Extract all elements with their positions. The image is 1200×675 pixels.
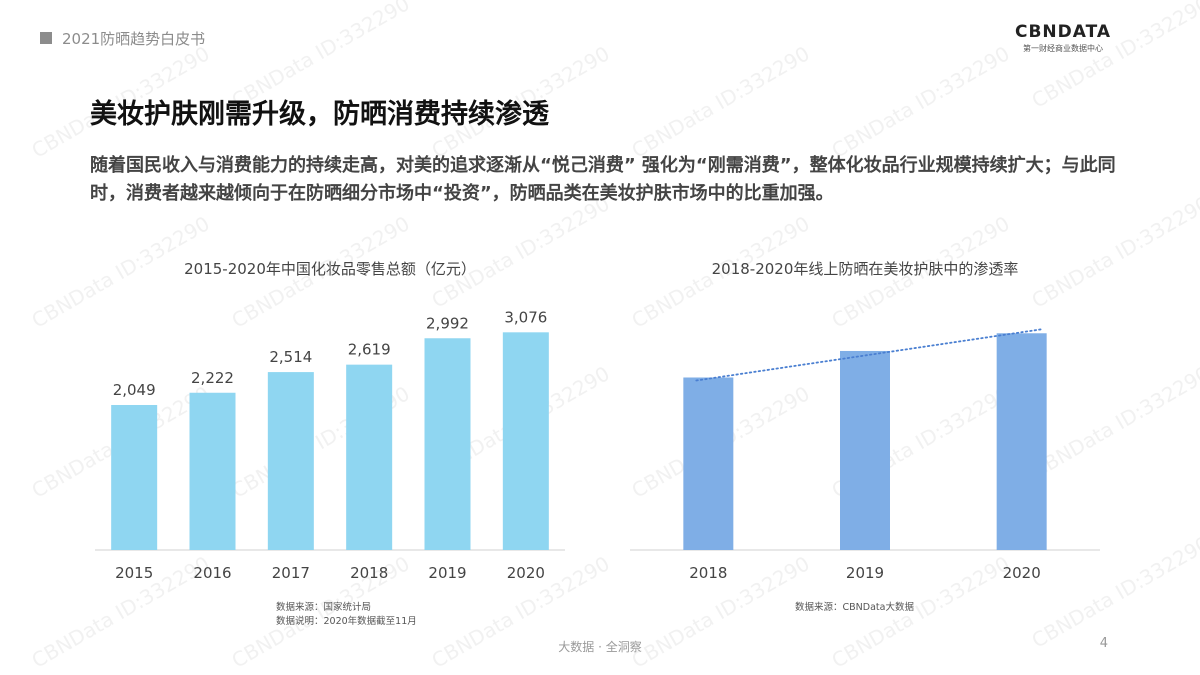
x-tick-label: 2019 xyxy=(428,564,466,582)
data-label: 3,076 xyxy=(504,308,547,326)
header-marker xyxy=(40,32,52,44)
chart-2-source-block: 数据来源：CBNData大数据 xyxy=(795,601,914,615)
footer-tagline: 大数据 · 全洞察 xyxy=(558,640,642,654)
bar-2019 xyxy=(840,350,890,550)
x-tick-label: 2018 xyxy=(689,564,727,582)
watermark-text: CBNData ID:332290 xyxy=(627,41,814,163)
page-description: 随着国民收入与消费能力的持续走高，对美的追求逐渐从“悦己消费” 强化为“刚需消费… xyxy=(90,155,1116,204)
watermark-text: CBNData ID:332290 xyxy=(827,41,1014,163)
bar-2020 xyxy=(996,333,1047,550)
report-title: 2021防晒趋势白皮书 xyxy=(62,30,206,48)
data-label: 2,992 xyxy=(426,314,469,332)
bar-2018 xyxy=(683,377,734,550)
chart-2-source: 数据来源：CBNData大数据 xyxy=(795,602,914,613)
data-label: 2,619 xyxy=(348,341,391,359)
bar-2020 xyxy=(502,332,549,550)
watermark-text: CBNData ID:332290 xyxy=(1027,0,1200,113)
logo-text: CBNDATA xyxy=(1014,22,1112,42)
chart-2-title: 2018-2020年线上防晒在美妆护肤中的渗透率 xyxy=(711,260,1019,278)
bar-2015 xyxy=(111,404,158,550)
bar-2018 xyxy=(346,364,393,550)
penetration-bar-chart: 2018 2019 2020 xyxy=(630,328,1100,582)
chart-1-note: 数据说明：2020年数据截至11月 xyxy=(276,616,417,627)
data-label: 2,222 xyxy=(191,369,234,387)
retail-sales-bar-chart: 2015 2,049 2016 2,222 2017 2,514 2018 2,619 2019… xyxy=(95,308,565,582)
x-tick-label: 2019 xyxy=(846,564,884,582)
x-tick-label: 2017 xyxy=(272,564,310,582)
trend-line xyxy=(695,328,1043,382)
chart-1-source-block: 数据来源：国家统计局 数据说明：2020年数据截至11月 xyxy=(276,601,417,629)
data-label: 2,514 xyxy=(269,348,312,366)
logo-subtitle: 第一财经商业数据中心 xyxy=(1023,44,1103,53)
data-label: 2,049 xyxy=(113,381,156,399)
page-title: 美妆护肤刚需升级，防晒消费持续渗透 xyxy=(90,99,549,130)
x-tick-label: 2020 xyxy=(1003,564,1041,582)
cbndata-logo: CBNDATA 第一财经商业数据中心 xyxy=(1008,22,1118,54)
bar-2016 xyxy=(189,392,236,550)
x-tick-label: 2020 xyxy=(507,564,545,582)
chart-1-title: 2015-2020年中国化妆品零售总额（亿元） xyxy=(184,260,476,278)
bar-2017 xyxy=(267,372,314,550)
x-tick-label: 2016 xyxy=(193,564,231,582)
chart-1-source: 数据来源：国家统计局 xyxy=(276,602,372,613)
x-tick-label: 2018 xyxy=(350,564,388,582)
x-tick-label: 2015 xyxy=(115,564,153,582)
page-number: 4 xyxy=(1099,636,1108,651)
bar-2019 xyxy=(424,338,471,550)
